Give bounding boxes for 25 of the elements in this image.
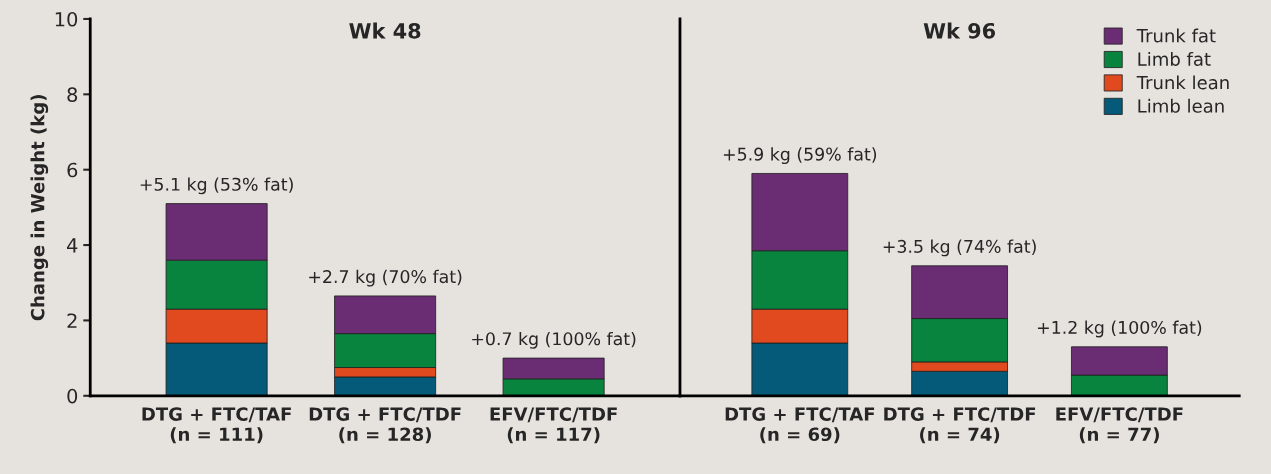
x-tick-label: EFV/FTC/TDF (n = 117) — [490, 407, 617, 444]
y-tick-label: 6 — [67, 162, 78, 178]
x-tick-label: DTG + FTC/TDF (n = 74) — [884, 407, 1036, 444]
y-tick-label: 0 — [67, 388, 78, 404]
y-tick-label: 8 — [67, 87, 78, 102]
chart-title: Wk 48 — [349, 22, 421, 39]
y-axis-title: Change in Weight (kg) — [30, 95, 49, 321]
chart-title: Wk 96 — [923, 22, 996, 39]
legend-label: Limb fat — [1138, 51, 1211, 66]
total-label: +1.2 kg (100% fat) — [1037, 320, 1202, 338]
legend-label: Trunk fat — [1136, 28, 1216, 43]
total-label: +0.7 kg (100% fat) — [472, 331, 636, 349]
legend-label: Limb lean — [1138, 98, 1224, 113]
x-tick-label: DTG + FTC/TAF (n = 111) — [142, 407, 291, 444]
legend-label: Trunk lean — [1136, 75, 1229, 90]
total-label: +5.9 kg (59% fat) — [723, 147, 877, 165]
x-tick-label: DTG + FTC/TAF (n = 69) — [725, 407, 875, 444]
x-tick-label: EFV/FTC/TDF (n = 77) — [1056, 407, 1183, 444]
total-label: +3.5 kg (74% fat) — [883, 239, 1036, 257]
y-tick-label: 2 — [67, 313, 77, 328]
y-tick-label: 10 — [55, 11, 78, 27]
x-tick-label: DTG + FTC/TDF (n = 128) — [309, 407, 461, 444]
y-tick-label: 4 — [67, 238, 78, 253]
total-label: +2.7 kg (70% fat) — [309, 269, 462, 287]
total-label: +5.1 kg (53% fat) — [140, 177, 293, 195]
